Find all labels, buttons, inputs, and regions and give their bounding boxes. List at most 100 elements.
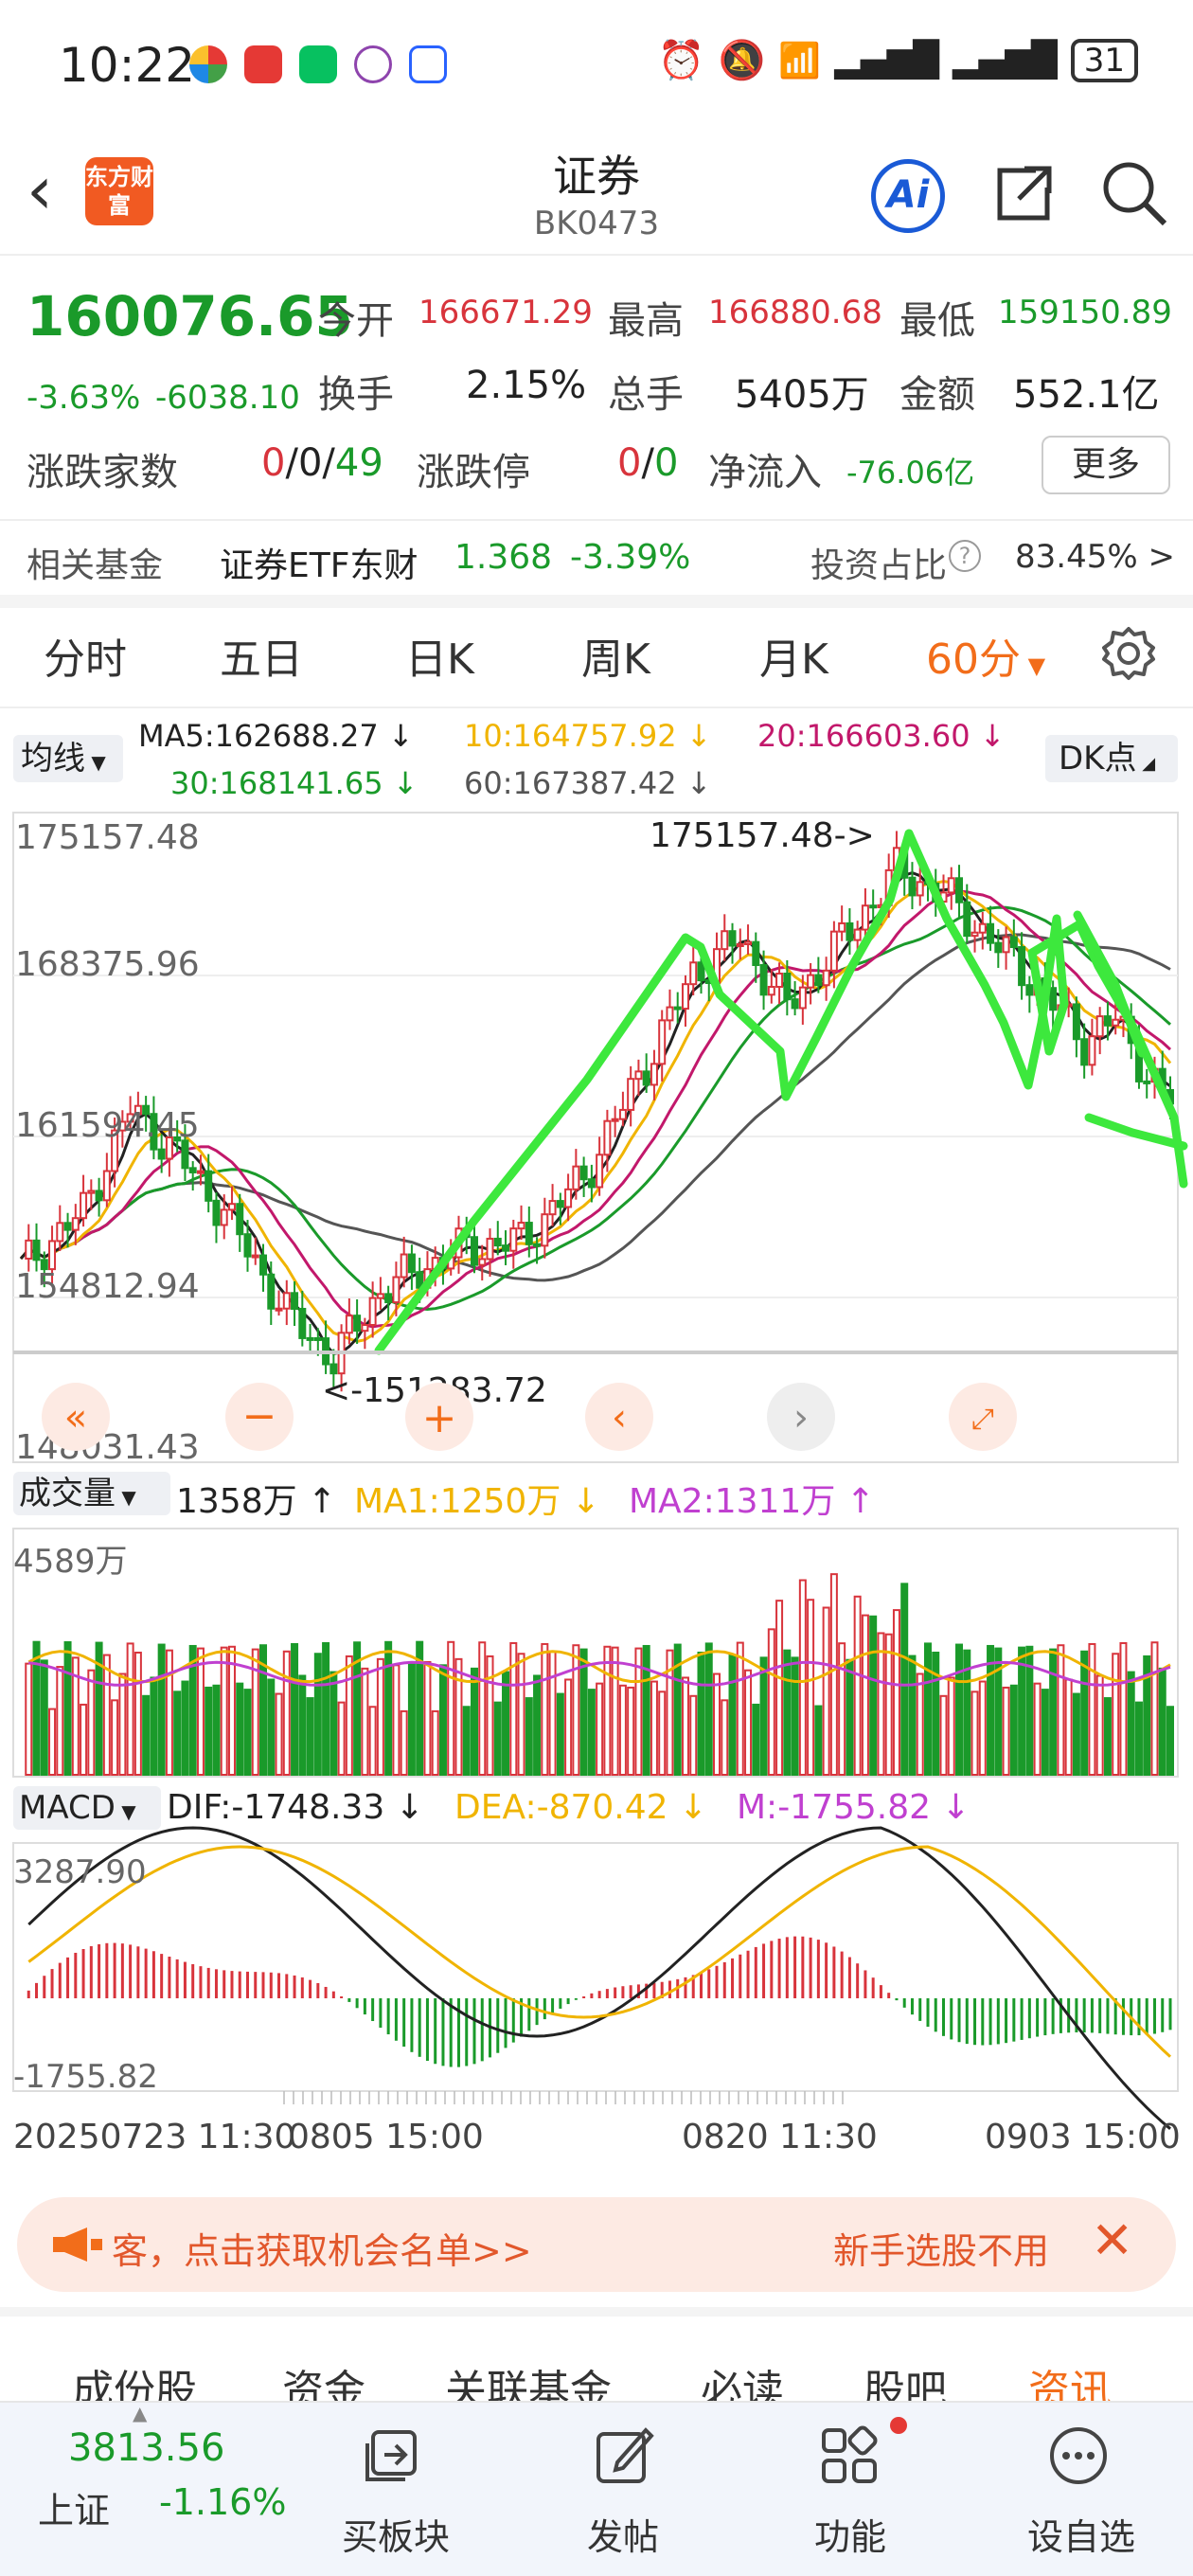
candle-body <box>25 1239 33 1260</box>
volume-bar <box>1127 1671 1135 1777</box>
candle-body <box>236 1203 244 1236</box>
buy-sector-icon[interactable] <box>364 2424 426 2487</box>
candle-body <box>721 930 729 951</box>
candle-body <box>267 1273 276 1310</box>
tab-60min[interactable]: 60分 ▼ <box>926 625 1045 686</box>
volume-bar <box>142 1694 151 1777</box>
volume-bar <box>783 1649 792 1776</box>
candle-body <box>838 921 846 933</box>
index-name[interactable]: 上证 <box>38 2490 111 2531</box>
volume-bar <box>1033 1682 1042 1776</box>
volume-bar <box>1095 1674 1104 1776</box>
candle-body <box>752 940 760 967</box>
open-value: 166671.29 <box>418 294 593 331</box>
volume-bar <box>728 1654 737 1776</box>
prev-icon <box>585 1383 653 1451</box>
volume-bar <box>118 1673 127 1776</box>
tab-day-k[interactable]: 日K <box>405 635 474 684</box>
volume-bar <box>102 1654 111 1776</box>
search-icon[interactable] <box>1098 157 1170 229</box>
notification-dot <box>890 2417 907 2434</box>
functions-label[interactable]: 功能 <box>813 2516 886 2558</box>
settings-gear-icon[interactable] <box>1100 625 1157 682</box>
compose-icon[interactable] <box>593 2424 655 2487</box>
corner-icon: ◢ <box>1136 754 1156 774</box>
volume-bar <box>462 1706 471 1777</box>
volume-bar <box>791 1656 799 1776</box>
candle-body <box>150 1113 158 1151</box>
candle-body <box>313 1336 322 1341</box>
ma10-value: 10:164757.92 ↓ <box>464 718 712 754</box>
candle-body <box>392 1276 401 1304</box>
candle-body <box>587 1178 596 1189</box>
candle-body <box>1095 1015 1104 1038</box>
volume-bar <box>196 1647 205 1776</box>
buy-sector-label[interactable]: 买板块 <box>341 2516 450 2558</box>
candle-body <box>1072 1003 1080 1041</box>
index-change[interactable]: -1.16% <box>159 2481 287 2523</box>
volume-bar <box>313 1653 322 1776</box>
divider <box>0 595 1193 608</box>
more-button[interactable]: 更多 <box>1042 436 1170 494</box>
candle-body <box>791 998 799 1010</box>
breadth-flat: 0 <box>297 441 323 485</box>
svg-text:«: « <box>64 1396 87 1440</box>
help-icon[interactable]: ? <box>949 540 981 572</box>
fund-name[interactable]: 证券ETF东财 <box>220 546 418 585</box>
share-icon[interactable] <box>990 159 1059 227</box>
volume-bar <box>400 1709 408 1777</box>
promo-banner[interactable]: 客，点击获取机会名单>> 新手选股不用 ✕ <box>17 2197 1176 2292</box>
volume-bar <box>822 1606 830 1777</box>
tab-fenshi[interactable]: 分时 <box>44 635 127 684</box>
app-logo: 东方财富 <box>85 157 153 225</box>
candle-body <box>1049 987 1058 1011</box>
dk-point-select[interactable]: DK点 ◢ <box>1045 735 1178 782</box>
candle-body <box>87 1190 96 1194</box>
signal-icon: ▂▄▆█ <box>952 41 1058 80</box>
volume-bar <box>165 1649 173 1777</box>
macd-m: M:-1755.82 ↓ <box>737 1788 970 1827</box>
candle-body <box>572 1165 580 1190</box>
ratio-value[interactable]: 83.45% > <box>1015 538 1175 576</box>
close-icon[interactable]: ✕ <box>1091 2210 1134 2270</box>
candle-body <box>486 1237 494 1261</box>
volume-bar <box>908 1655 917 1776</box>
candle-body <box>306 1336 314 1341</box>
breadth-values: 0/0/49 <box>261 441 383 485</box>
tab-60min-label: 60分 <box>926 635 1021 684</box>
amount-label: 金额 <box>899 373 975 417</box>
tab-week-k[interactable]: 周K <box>581 635 650 684</box>
compose-label[interactable]: 发帖 <box>586 2516 659 2558</box>
macd-dea: DEA:-870.42 ↓ <box>454 1788 708 1827</box>
volume-ma2-line <box>28 1660 1171 1687</box>
back-icon[interactable]: ‹ <box>27 152 53 229</box>
more-dots-icon[interactable] <box>1047 2424 1110 2487</box>
kline-chart-area[interactable]: 175157.48 168375.96 161594.45 154812.94 … <box>0 710 1193 2188</box>
volume-type-select[interactable]: 成交量 ▼ <box>13 1472 170 1515</box>
volume-bar <box>533 1674 542 1776</box>
next-icon <box>767 1383 835 1451</box>
inflow-value: -76.06亿 <box>846 455 975 491</box>
candle-body <box>970 931 979 938</box>
volume-bar <box>579 1648 588 1776</box>
tab-wuri[interactable]: 五日 <box>220 635 303 684</box>
ai-button[interactable]: Ai <box>871 159 945 233</box>
candle-body <box>650 1063 658 1086</box>
ma-type-select[interactable]: 均线 ▼ <box>13 735 123 782</box>
volume-bar <box>236 1682 244 1776</box>
candle-body <box>978 922 987 934</box>
volume-bar <box>564 1678 573 1776</box>
add-watchlist-label[interactable]: 设自选 <box>1026 2516 1135 2558</box>
tab-month-k[interactable]: 月K <box>759 635 828 684</box>
high-label: 最高 <box>608 299 684 343</box>
volume-bar <box>322 1641 330 1777</box>
candle-body <box>134 1104 142 1116</box>
caret-up-icon: ▲ <box>133 2402 148 2424</box>
macd-type-select[interactable]: MACD ▼ <box>13 1786 161 1830</box>
index-value[interactable]: 3813.56 <box>68 2426 225 2470</box>
candle-body <box>846 921 854 941</box>
candle-body <box>987 922 995 944</box>
functions-grid-icon[interactable] <box>818 2424 881 2487</box>
candle-body <box>611 1118 619 1122</box>
ma-line <box>19 871 1171 1355</box>
